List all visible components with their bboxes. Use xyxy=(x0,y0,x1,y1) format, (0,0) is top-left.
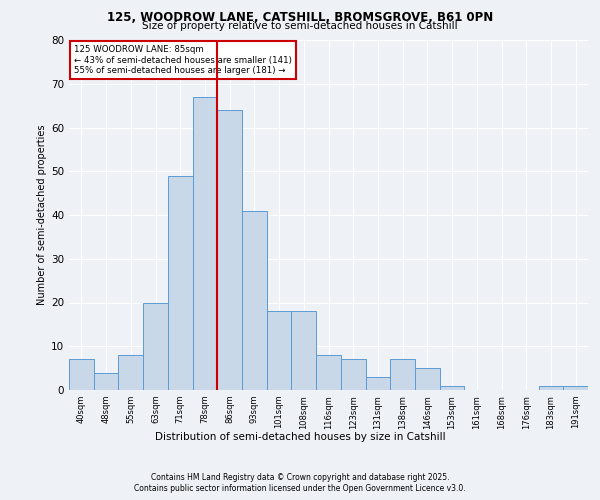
Bar xyxy=(292,311,316,390)
Text: Contains public sector information licensed under the Open Government Licence v3: Contains public sector information licen… xyxy=(134,484,466,493)
Y-axis label: Number of semi-detached properties: Number of semi-detached properties xyxy=(37,124,47,305)
Bar xyxy=(143,302,168,390)
Bar xyxy=(539,386,563,390)
Bar xyxy=(267,311,292,390)
Text: 125, WOODROW LANE, CATSHILL, BROMSGROVE, B61 0PN: 125, WOODROW LANE, CATSHILL, BROMSGROVE,… xyxy=(107,11,493,24)
Bar xyxy=(316,355,341,390)
Bar xyxy=(168,176,193,390)
Bar xyxy=(415,368,440,390)
Bar xyxy=(69,360,94,390)
Text: Distribution of semi-detached houses by size in Catshill: Distribution of semi-detached houses by … xyxy=(155,432,445,442)
Bar xyxy=(563,386,588,390)
Bar xyxy=(94,372,118,390)
Text: 125 WOODROW LANE: 85sqm
← 43% of semi-detached houses are smaller (141)
55% of s: 125 WOODROW LANE: 85sqm ← 43% of semi-de… xyxy=(74,46,292,75)
Bar xyxy=(390,360,415,390)
Text: Contains HM Land Registry data © Crown copyright and database right 2025.: Contains HM Land Registry data © Crown c… xyxy=(151,472,449,482)
Bar xyxy=(217,110,242,390)
Bar xyxy=(440,386,464,390)
Bar xyxy=(242,210,267,390)
Bar xyxy=(365,377,390,390)
Bar xyxy=(118,355,143,390)
Bar xyxy=(193,97,217,390)
Bar xyxy=(341,360,365,390)
Text: Size of property relative to semi-detached houses in Catshill: Size of property relative to semi-detach… xyxy=(142,21,458,31)
